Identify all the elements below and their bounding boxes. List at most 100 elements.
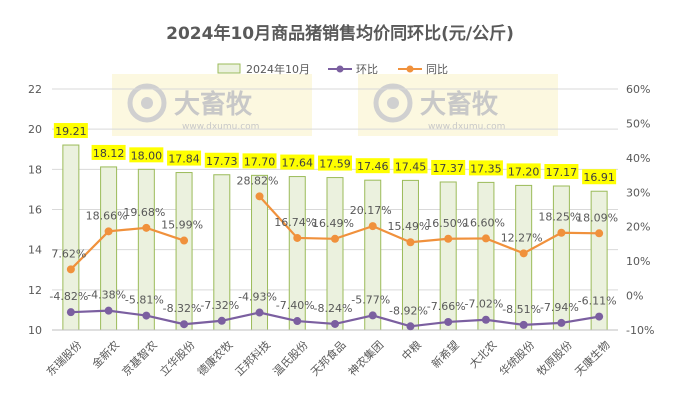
watermark-logo-dot	[387, 97, 399, 109]
legend-label-0: 2024年10月	[246, 62, 310, 76]
data-label-环比: -7.94%	[540, 301, 579, 314]
right-axis-tick: 40%	[626, 152, 650, 165]
bar-label: 17.46	[357, 160, 389, 173]
bar-label-bg	[468, 160, 503, 176]
data-label-环比: -4.38%	[87, 289, 126, 302]
point-环比-东瑞股份	[66, 308, 75, 317]
watermark-url: www.dxumu.com	[182, 122, 259, 132]
category-label: 牧原股份	[534, 338, 575, 379]
category-label: 京基智农	[119, 338, 160, 379]
point-环比-德康农牧	[217, 316, 226, 325]
bar-label-bg	[431, 159, 466, 175]
category-label: 天康生物	[572, 338, 613, 379]
data-label-同比: 15.99%	[161, 219, 203, 232]
left-axis-tick: 20	[28, 123, 42, 136]
data-label-同比: 18.09%	[576, 211, 618, 224]
bar-label-bg	[167, 150, 202, 166]
point-同比-正邦科技	[255, 192, 264, 201]
point-环比-天邦食品	[331, 319, 339, 328]
data-label-环比: -8.51%	[502, 303, 541, 316]
left-axis-tick: 14	[28, 244, 42, 257]
right-axis-tick: 10%	[626, 255, 650, 268]
bar-label-bg	[53, 123, 88, 139]
watermark-wm-right: 大畜牧 www.dxumu.com	[358, 74, 558, 136]
category-label: 华统股份	[496, 338, 537, 379]
legend-label-1: 环比	[356, 63, 378, 76]
data-label-环比: -5.81%	[125, 294, 164, 307]
bar-label-bg	[91, 144, 126, 160]
bar-金新农	[100, 166, 118, 331]
data-label-同比: 15.49%	[387, 220, 429, 233]
data-label-同比: 18.66%	[86, 209, 128, 222]
bar-label-bg	[544, 164, 579, 180]
bar-label: 16.91	[583, 171, 615, 184]
category-label: 中粮	[399, 338, 424, 363]
point-同比-华统股份	[519, 249, 528, 258]
point-环比-大北农	[481, 315, 490, 324]
legend-label-2: 同比	[426, 63, 448, 76]
left-axis-tick: 12	[28, 284, 42, 297]
bar-label: 17.17	[546, 166, 578, 179]
data-label-环比: -8.32%	[163, 302, 202, 315]
point-同比-立华股份	[180, 236, 189, 245]
bar-label-bg	[204, 152, 239, 168]
data-label-同比: 16.50%	[425, 217, 467, 230]
category-label: 立华股份	[157, 338, 198, 379]
bar-label: 17.70	[244, 155, 276, 168]
point-同比-神农集团	[368, 222, 377, 231]
bar-label-bg	[506, 163, 541, 179]
data-label-环比: -8.92%	[389, 304, 428, 317]
point-环比-京基智农	[142, 311, 151, 320]
bar-神农集团	[364, 179, 382, 331]
data-label-同比: 16.74%	[274, 216, 316, 229]
category-label: 天邦食品	[308, 338, 349, 379]
point-同比-牧原股份	[557, 228, 566, 237]
legend-marker-1	[336, 65, 344, 73]
left-axis-tick: 10	[28, 324, 42, 337]
right-axis-tick: 30%	[626, 186, 650, 199]
point-环比-中粮	[406, 322, 415, 331]
bar-label: 19.21	[55, 125, 87, 138]
data-label-同比: 19.68%	[123, 206, 165, 219]
watermark-logo-icon	[373, 83, 413, 123]
point-环比-温氏股份	[293, 317, 302, 326]
bar-label: 17.59	[319, 158, 351, 171]
right-axis-tick: 60%	[626, 83, 650, 96]
left-axis-tick: 18	[28, 163, 42, 176]
bar-label-bg	[582, 169, 617, 185]
data-label-环比: -4.93%	[238, 291, 277, 304]
bar-label: 17.35	[470, 162, 502, 175]
legend-swatch-0	[217, 63, 241, 74]
data-label-同比: 18.25%	[538, 211, 580, 224]
data-label-环比: -8.24%	[314, 302, 353, 315]
point-环比-正邦科技	[255, 308, 264, 317]
data-label-环比: -5.77%	[351, 293, 390, 306]
bar-label: 17.73	[206, 155, 238, 168]
point-环比-新希望	[444, 317, 453, 326]
point-环比-神农集团	[368, 311, 377, 320]
left-axis-tick: 22	[28, 83, 42, 96]
category-label: 东瑞股份	[43, 338, 84, 379]
bar-label: 17.84	[168, 153, 200, 166]
data-label-同比: 28.82%	[237, 174, 279, 187]
point-同比-东瑞股份	[66, 265, 75, 274]
bar-label-bg	[355, 158, 390, 174]
right-axis-tick: 50%	[626, 117, 650, 130]
point-环比-立华股份	[180, 320, 189, 329]
point-同比-天康生物	[595, 229, 604, 238]
line-同比	[70, 195, 600, 271]
point-同比-天邦食品	[331, 234, 339, 243]
right-axis-tick: -10%	[626, 324, 654, 337]
point-环比-牧原股份	[557, 318, 566, 327]
bar-label: 18.12	[93, 147, 125, 160]
data-label-同比: 20.17%	[350, 204, 392, 217]
bar-label-bg	[318, 155, 352, 171]
point-同比-中粮	[406, 238, 415, 247]
category-label: 大北农	[466, 338, 499, 371]
data-label-环比: -6.11%	[578, 295, 617, 308]
data-label-环比: -7.02%	[464, 298, 503, 311]
category-label: 温氏股份	[271, 338, 311, 378]
bar-label-bg	[393, 158, 428, 174]
data-label-环比: -7.40%	[276, 299, 315, 312]
